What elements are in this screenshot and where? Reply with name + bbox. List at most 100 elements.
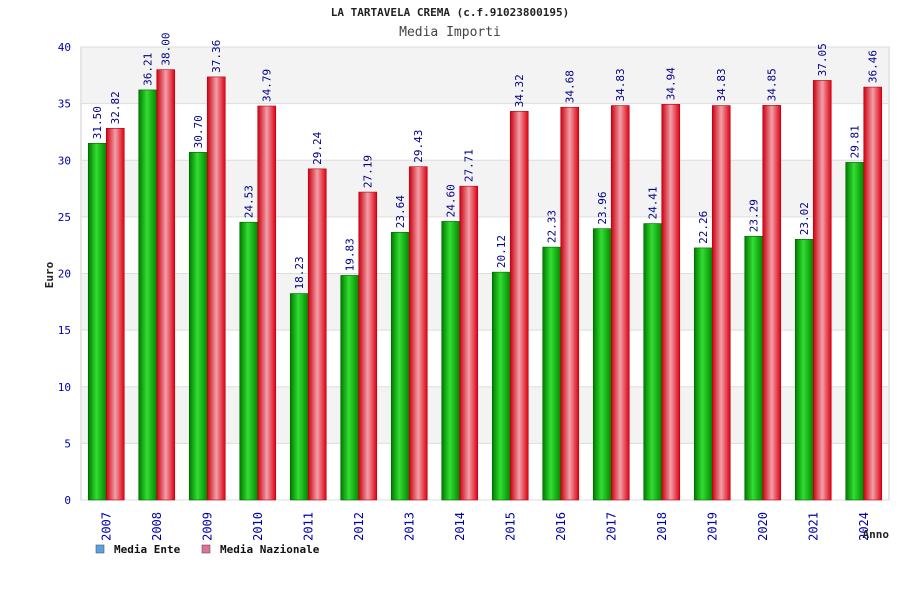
x-tick-label: 2012 <box>352 512 366 541</box>
bar-media-ente-2012 <box>340 275 360 501</box>
bar-media-nazionale-2007 <box>105 128 125 501</box>
bar-value-label: 23.29 <box>748 199 761 232</box>
bar-value-label: 23.64 <box>394 195 407 228</box>
bar-media-nazionale-2017 <box>610 105 630 501</box>
bar-value-label: 24.60 <box>445 184 458 217</box>
bar-value-label: 30.70 <box>192 115 205 148</box>
bar-value-label: 34.32 <box>513 74 526 107</box>
bar-value-label: 24.53 <box>243 185 256 218</box>
bar-media-nazionale-2010 <box>257 105 277 501</box>
y-tick-label: 30 <box>58 154 71 167</box>
bar-media-nazionale-2014 <box>459 185 479 501</box>
y-tick-label: 20 <box>58 268 71 281</box>
bar-value-label: 19.83 <box>344 238 357 271</box>
y-tick-label: 15 <box>58 324 71 337</box>
bar-value-label: 36.46 <box>867 50 880 83</box>
bar-media-nazionale-2013 <box>408 166 428 501</box>
bar-media-nazionale-2020 <box>762 105 782 501</box>
bar-media-nazionale-2015 <box>509 111 529 501</box>
x-axis-label: Anno <box>863 528 890 541</box>
y-tick-label: 0 <box>64 494 71 507</box>
chart-subtitle: Media Importi <box>399 25 501 40</box>
legend-label: Media Nazionale <box>220 543 320 556</box>
bar-media-ente-2024 <box>845 162 865 501</box>
y-axis-label: Euro <box>43 261 56 288</box>
bar-value-label: 23.96 <box>596 192 609 225</box>
bar-value-label: 36.21 <box>142 53 155 86</box>
bar-media-ente-2011 <box>289 293 309 501</box>
bar-value-label: 22.33 <box>546 210 559 243</box>
x-tick-label: 2020 <box>756 512 770 541</box>
x-tick-label: 2021 <box>806 512 820 541</box>
x-tick-label: 2013 <box>402 512 416 541</box>
bar-media-ente-2018 <box>643 223 663 501</box>
bar-value-labels: 31.50 32.82 36.21 38.00 30.70 37.36 24.53 34.79… <box>91 33 880 290</box>
bars <box>87 69 883 501</box>
bar-media-ente-2014 <box>441 221 461 501</box>
bar-value-label: 22.26 <box>697 211 710 244</box>
bar-value-label: 31.50 <box>91 106 104 139</box>
bar-value-label: 38.00 <box>160 33 173 66</box>
legend-swatch <box>95 544 105 554</box>
y-axis-ticks: 0 5 10 15 20 25 30 35 40 <box>58 41 71 507</box>
y-tick-label: 40 <box>58 41 71 54</box>
bar-value-label: 32.82 <box>109 91 122 124</box>
y-tick-label: 35 <box>58 98 71 111</box>
legend: Media Ente Media Nazionale <box>95 543 320 556</box>
bar-media-ente-2019 <box>693 247 713 501</box>
x-tick-label: 2015 <box>503 512 517 541</box>
legend-swatch <box>201 544 211 554</box>
bar-media-nazionale-2019 <box>711 105 731 501</box>
x-tick-label: 2010 <box>251 512 265 541</box>
x-tick-label: 2018 <box>655 512 669 541</box>
bar-value-label: 34.94 <box>665 67 678 100</box>
x-tick-label: 2024 <box>857 512 871 541</box>
x-tick-label: 2008 <box>150 512 164 541</box>
bar-media-nazionale-2011 <box>307 168 327 501</box>
bar-value-label: 37.05 <box>816 43 829 76</box>
bar-media-ente-2013 <box>390 231 410 501</box>
y-tick-label: 10 <box>58 381 71 394</box>
x-axis-ticks: 2007 2008 2009 2010 2011 2012 2013 2014 2015 2016… <box>99 512 871 541</box>
x-tick-label: 2011 <box>301 512 315 541</box>
bar-value-label: 34.83 <box>614 68 627 101</box>
x-tick-label: 2014 <box>453 512 467 541</box>
bar-value-label: 20.12 <box>495 235 508 268</box>
bar-media-nazionale-2016 <box>560 106 580 501</box>
x-tick-label: 2017 <box>604 512 618 541</box>
bar-media-ente-2017 <box>592 228 612 501</box>
bar-media-nazionale-2012 <box>358 191 378 501</box>
bar-media-nazionale-2018 <box>661 104 681 501</box>
bar-value-label: 34.83 <box>715 68 728 101</box>
bar-media-ente-2021 <box>794 238 814 501</box>
bar-media-ente-2020 <box>744 235 764 501</box>
bar-media-ente-2016 <box>542 246 562 501</box>
bar-value-label: 23.02 <box>798 202 811 235</box>
bar-value-label: 27.19 <box>362 155 375 188</box>
bar-value-label: 34.68 <box>564 70 577 103</box>
bar-value-label: 29.24 <box>311 131 324 164</box>
bar-value-label: 29.81 <box>849 125 862 158</box>
x-tick-label: 2016 <box>554 512 568 541</box>
bar-media-ente-2008 <box>138 89 158 501</box>
bar-media-nazionale-2024 <box>863 86 883 501</box>
bar-value-label: 18.23 <box>293 256 306 289</box>
bar-media-ente-2007 <box>87 142 107 501</box>
bar-media-ente-2010 <box>239 221 259 501</box>
bar-media-nazionale-2021 <box>812 80 832 501</box>
bar-value-label: 29.43 <box>412 130 425 163</box>
bar-media-nazionale-2009 <box>206 76 226 501</box>
y-tick-label: 5 <box>64 437 71 450</box>
bar-media-nazionale-2008 <box>156 69 176 501</box>
bar-media-ente-2015 <box>491 271 511 501</box>
x-tick-label: 2007 <box>99 512 113 541</box>
y-tick-label: 25 <box>58 211 71 224</box>
bar-value-label: 34.79 <box>261 69 274 102</box>
bar-media-ente-2009 <box>188 152 208 501</box>
bar-value-label: 37.36 <box>210 40 223 73</box>
bar-value-label: 27.71 <box>463 149 476 182</box>
legend-label: Media Ente <box>114 543 181 556</box>
x-tick-label: 2009 <box>200 512 214 541</box>
bar-value-label: 24.41 <box>647 186 660 219</box>
